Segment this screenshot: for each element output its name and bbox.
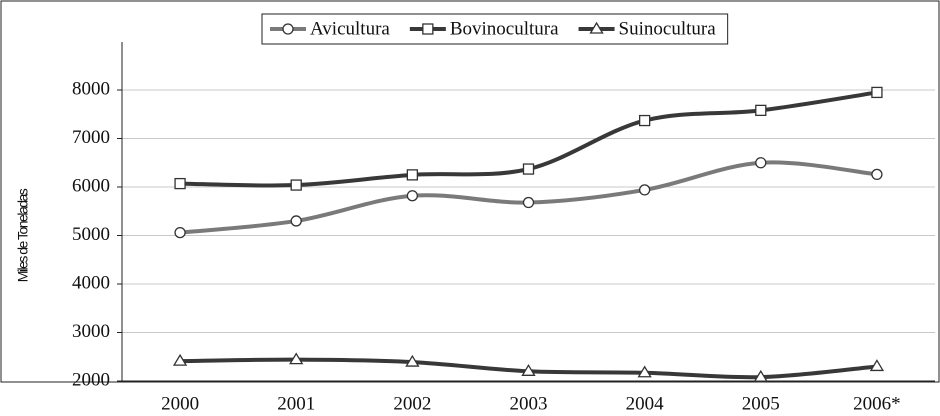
marker xyxy=(406,190,419,202)
y-tick-label: 7000 xyxy=(72,127,110,148)
marker xyxy=(522,196,535,209)
x-tick-label: 2000 xyxy=(161,393,199,414)
marker xyxy=(638,184,651,196)
marker xyxy=(871,168,883,181)
marker xyxy=(753,369,768,382)
x-tick-label: 2005 xyxy=(742,393,780,414)
marker xyxy=(638,114,651,127)
marker xyxy=(869,359,885,372)
marker xyxy=(637,365,652,378)
y-tick-label: 8000 xyxy=(72,78,110,99)
legend-label: Suinocultura xyxy=(619,18,717,39)
y-tick-label: 5000 xyxy=(72,224,110,245)
marker xyxy=(174,177,186,190)
marker xyxy=(290,215,302,227)
legend-label: Bovinocultura xyxy=(450,18,559,39)
marker xyxy=(172,353,188,366)
x-tick-label: 2006* xyxy=(853,393,901,414)
marker xyxy=(289,352,304,365)
x-tick-label: 2001 xyxy=(277,393,315,414)
marker xyxy=(405,354,420,367)
y-tick-label: 6000 xyxy=(72,175,110,196)
chart-frame xyxy=(0,0,940,383)
x-tick-label: 2004 xyxy=(626,393,665,414)
marker xyxy=(522,163,535,175)
y-axis-label: Miles de Toneladas xyxy=(15,188,31,282)
marker xyxy=(174,226,186,239)
legend-label: Avicultura xyxy=(310,18,390,39)
legend-box xyxy=(261,13,729,45)
marker xyxy=(406,169,419,181)
marker xyxy=(589,21,604,34)
legend: Avicultura Bovinocultura Suinocultura xyxy=(261,13,729,45)
marker xyxy=(871,86,883,99)
x-tick-label: 2003 xyxy=(510,393,548,414)
marker xyxy=(521,364,536,376)
y-tick-label: 3000 xyxy=(72,321,110,342)
marker xyxy=(422,23,434,35)
y-tick-label: 4000 xyxy=(72,272,110,293)
marker xyxy=(755,157,767,169)
y-tick-label: 2000 xyxy=(72,369,110,390)
x-tick-label: 2002 xyxy=(393,393,431,414)
marker xyxy=(755,104,767,117)
marker xyxy=(290,179,302,191)
marker xyxy=(282,23,294,35)
